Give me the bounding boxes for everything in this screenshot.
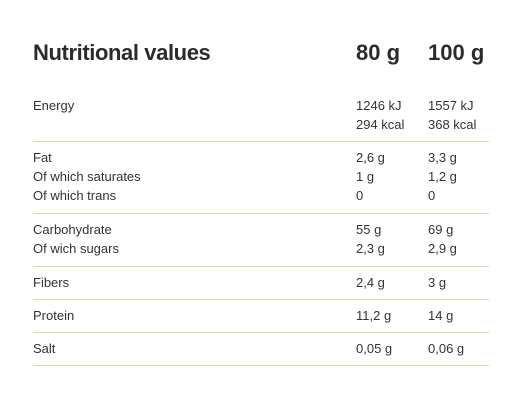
section-salt: Salt 0,05 g 0,06 g [33,339,489,358]
divider [33,141,489,142]
row-label: Of which trans [33,188,117,203]
row-value-100g: 368 kcal [428,117,477,132]
row-value-100g: 3 g [428,275,447,290]
row-value-80g: 2,3 g [356,241,385,256]
table-row: Fat 2,6 g 3,3 g [33,148,489,167]
row-label: Of which saturates [33,169,141,184]
divider [33,332,489,333]
table-row: 294 kcal 368 kcal [33,115,489,134]
nutrition-table: Nutritional values 80 g 100 g Energy 124… [33,40,489,366]
table-row: Fibers 2,4 g 3 g [33,273,489,292]
row-value-100g: 0,06 g [428,341,465,356]
table-row: Salt 0,05 g 0,06 g [33,339,489,358]
table-row: Energy 1246 kJ 1557 kJ [33,96,489,115]
divider [33,266,489,267]
row-value-100g: 3,3 g [428,150,457,165]
column-header-100g: 100 g [428,40,485,65]
row-value-100g: 0 [428,188,436,203]
divider [33,299,489,300]
table-row: Of which trans 0 0 [33,186,489,205]
divider [33,213,489,214]
row-value-100g: 1557 kJ [428,98,474,113]
row-value-80g: 11,2 g [356,308,392,323]
row-value-80g: 0 [356,188,364,203]
table-title: Nutritional values [33,40,211,65]
row-value-100g: 69 g [428,222,454,237]
row-value-100g: 2,9 g [428,241,457,256]
row-label: Salt [33,341,56,356]
row-value-80g: 1 g [356,169,375,184]
row-label: Carbohydrate [33,222,112,237]
row-label: Fat [33,150,52,165]
row-value-100g: 14 g [428,308,454,323]
section-fat: Fat 2,6 g 3,3 g Of which saturates 1 g 1… [33,148,489,205]
row-value-80g: 2,6 g [356,150,385,165]
row-value-80g: 294 kcal [356,117,405,132]
section-carbohydrate: Carbohydrate 55 g 69 g Of wich sugars 2,… [33,220,489,258]
table-row: Protein 11,2 g 14 g [33,306,489,325]
row-label: Energy [33,98,75,113]
column-header-80g: 80 g [356,40,401,65]
table-header: Nutritional values 80 g 100 g [33,40,489,72]
divider [33,365,489,366]
section-energy: Energy 1246 kJ 1557 kJ 294 kcal 368 kcal [33,96,489,134]
row-value-80g: 55 g [356,222,382,237]
table-row: Of which saturates 1 g 1,2 g [33,167,489,186]
row-label: Protein [33,308,75,323]
row-value-80g: 1246 kJ [356,98,402,113]
row-value-100g: 1,2 g [428,169,457,184]
row-label: Of wich sugars [33,241,119,256]
table-row: Of wich sugars 2,3 g 2,9 g [33,239,489,258]
row-value-80g: 2,4 g [356,275,385,290]
section-fibers: Fibers 2,4 g 3 g [33,273,489,292]
section-protein: Protein 11,2 g 14 g [33,306,489,325]
row-label: Fibers [33,275,70,290]
table-row: Carbohydrate 55 g 69 g [33,220,489,239]
row-value-80g: 0,05 g [356,341,393,356]
